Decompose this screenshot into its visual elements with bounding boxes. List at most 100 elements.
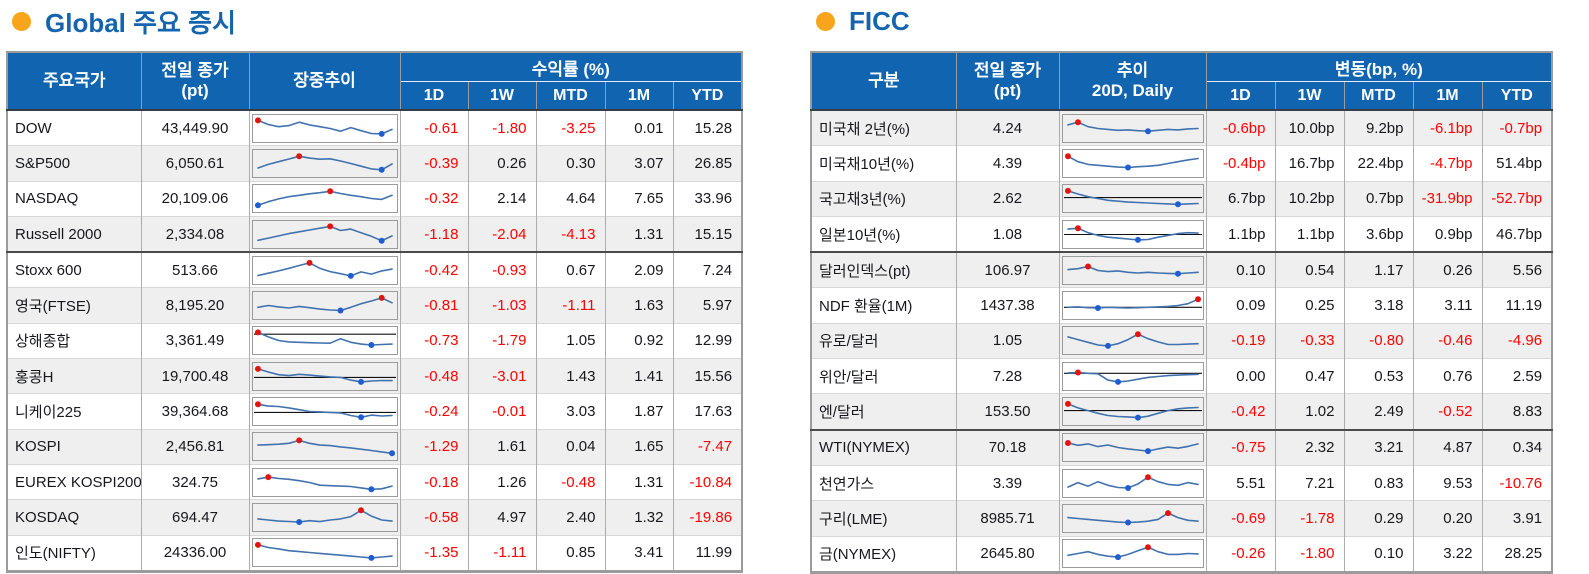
sparkline-chart [256,473,393,492]
table-row: 미국채 2년(%) 4.24 -0.6bp 10.0bp 9.2bp -6.1bp -0.7… [810,109,1553,146]
period-value: -0.24 [399,393,469,430]
period-value: -0.7bp [1481,109,1553,146]
low-marker-dot [367,555,374,562]
global-equities-panel: Global 주요 증시 주요국가 전일 종가 (pt) 장중추이 수익률 (%… [6,0,744,573]
period-value: 1.61 [467,428,537,465]
period-value: -0.42 [399,251,469,288]
sparkline-chart [254,117,393,137]
sparkline-cell [1058,287,1207,324]
sparkline-chart [1063,400,1202,421]
high-marker-dot [264,473,271,480]
row-label: KOSPI [6,428,142,465]
sparkline-cell [1058,464,1207,501]
table-row: 니케이225 39,364.68 -0.24 -0.01 3.03 1.87 17.63 [6,393,743,430]
sparkline-box [1061,468,1204,498]
sparkline-chart [256,507,393,525]
sparkline-chart [1066,473,1199,491]
period-value: -0.48 [399,358,469,394]
high-marker-dot [1064,153,1071,160]
table-row: S&P500 6,050.61 -0.39 0.26 0.30 3.07 26.85 [6,145,743,182]
period-value: 7.24 [672,251,743,288]
table-row: 달러인덱스(pt) 106.97 0.10 0.54 1.17 0.26 5.56 [810,251,1553,288]
table-row: 국고채3년(%) 2.62 6.7bp 10.2bp 0.7bp -31.9bp -52.7… [810,180,1553,217]
prev-close-value: 20,109.06 [140,180,250,217]
low-marker-dot [388,450,395,457]
low-marker-dot [378,237,385,244]
sparkline-box [1061,326,1204,356]
table-row: 천연가스 3.39 5.51 7.21 0.83 9.53 -10.76 [810,464,1553,501]
high-marker-dot [1074,369,1081,376]
period-value: -2.04 [467,215,537,253]
prev-close-value: 1437.38 [955,287,1060,324]
sparkline-box [1061,148,1204,178]
table-row: 미국채10년(%) 4.39 -0.4bp 16.7bp 22.4bp -4.7bp 51.… [810,145,1553,182]
ficc-panel: FICC 구분 전일 종가 (pt) 추이 20D, Daily 변동(bp, … [810,0,1557,574]
period-value: -1.03 [467,287,537,324]
row-label: S&P500 [6,145,142,182]
period-value: 22.4bp [1343,145,1414,182]
period-value: 1.63 [604,287,674,324]
row-label: 구리(LME) [810,500,957,537]
period-value: 11.19 [1481,287,1553,324]
low-marker-dot [1114,554,1121,561]
sparkline-box [251,148,398,178]
period-value: 15.28 [672,109,743,146]
period-value: -0.01 [467,393,537,430]
table-row: NASDAQ 20,109.06 -0.32 2.14 4.64 7.65 33.96 [6,180,743,217]
high-marker-dot [1064,188,1071,195]
sparkline-chart [256,222,393,244]
period-value: 1.32 [604,499,674,536]
table-row: 홍콩H 19,700.48 -0.48 -3.01 1.43 1.41 15.56 [6,358,743,394]
low-marker-dot [357,378,364,385]
period-value: 4.87 [1412,428,1483,466]
row-label: KOSDAQ [6,499,142,536]
period-value: 0.29 [1343,500,1414,537]
prev-close-value: 6,050.61 [140,145,250,182]
period-value: 6.7bp [1205,180,1276,217]
global-equities-table: 주요국가 전일 종가 (pt) 장중추이 수익률 (%) 1D 1W MTD 1… [6,51,744,573]
col-header-mtd: MTD [1343,81,1414,111]
period-value: 1.26 [467,463,537,500]
period-value: 0.85 [535,534,606,572]
prev-close-value: 24336.00 [140,534,250,572]
period-value: 0.54 [1274,251,1345,288]
sparkline-chart [256,259,393,279]
sparkline-box [251,291,398,321]
high-marker-dot [357,507,364,514]
period-value: 0.7bp [1343,180,1414,217]
period-value: 0.34 [1481,428,1553,466]
sparkline-chart [1066,331,1199,350]
ficc-table: 구분 전일 종가 (pt) 추이 20D, Daily 변동(bp, %) 1D… [810,51,1554,574]
table-row: EUREX KOSPI200 324.75 -0.18 1.26 -0.48 1.31 -1… [6,463,743,500]
period-value: -0.6bp [1205,109,1276,146]
period-value: -19.86 [672,499,743,536]
prev-close-value: 8,195.20 [140,287,250,324]
prev-close-value: 3,361.49 [140,322,250,359]
period-value: 0.01 [604,109,674,146]
col-header-return-group: 수익률 (%) [399,51,743,82]
period-value: 33.96 [672,180,743,217]
low-marker-dot [1094,305,1101,312]
sparkline-box [251,502,398,532]
high-marker-dot [1144,544,1151,551]
table-row: DOW 43,449.90 -0.61 -1.80 -3.25 0.01 15.28 [6,109,743,146]
period-value: -0.46 [1412,322,1483,359]
period-value: 3.18 [1343,287,1414,324]
sparkline-box [1061,503,1204,533]
period-value: -0.19 [1205,322,1276,359]
low-marker-dot [1114,378,1121,385]
low-marker-dot [367,342,374,349]
ficc-title-row: FICC [810,0,1557,42]
high-marker-dot [326,222,333,229]
row-label: NDF 환율(1M) [810,287,957,324]
sparkline-box [251,538,398,568]
period-value: 0.9bp [1412,215,1483,253]
sparkline-box [1061,433,1204,463]
sparkline-box [1061,539,1204,569]
prev-close-value: 153.50 [955,393,1060,430]
sparkline-cell [1058,180,1207,217]
sparkline-chart [256,295,393,314]
period-value: 46.7bp [1481,215,1553,253]
table-row: 구리(LME) 8985.71 -0.69 -1.78 0.29 0.20 3.91 [810,500,1553,537]
row-label: 달러인덱스(pt) [810,251,957,288]
